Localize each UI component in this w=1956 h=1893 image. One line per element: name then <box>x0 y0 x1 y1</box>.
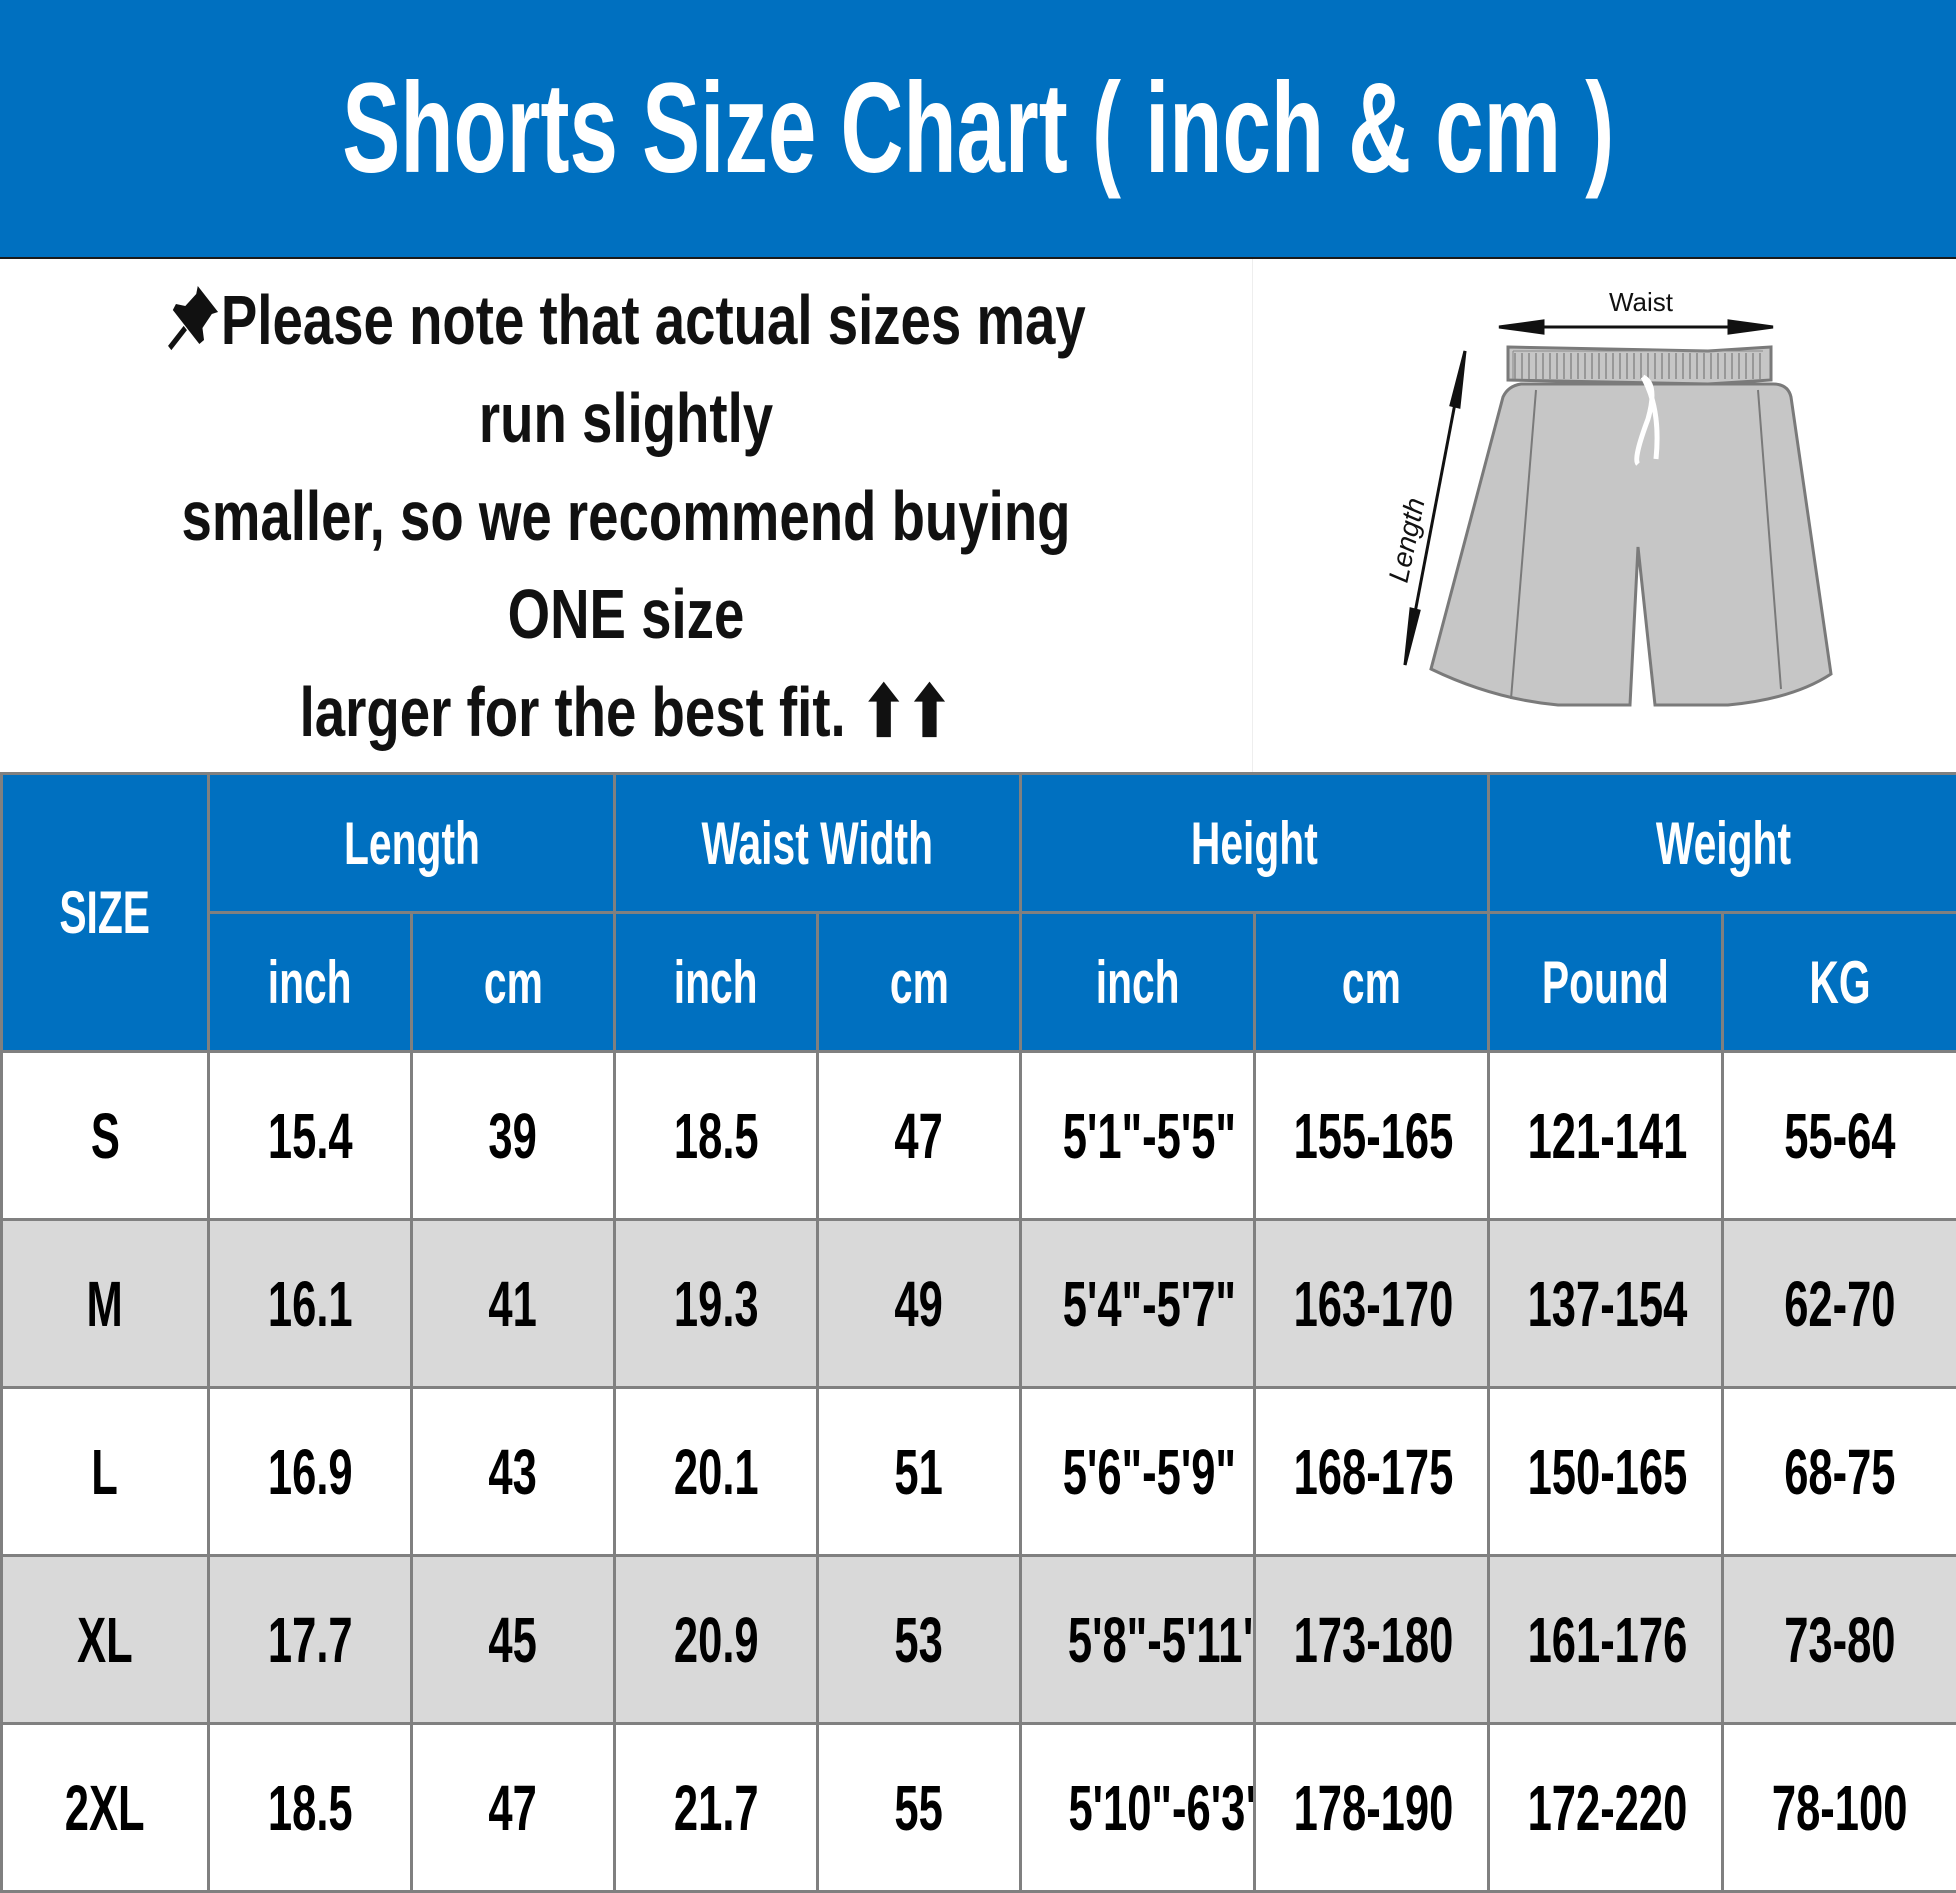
title-banner: Shorts Size Chart ( inch & cm ) <box>0 0 1956 259</box>
page-title: Shorts Size Chart ( inch & cm ) <box>342 55 1614 202</box>
table-cell: 43 <box>412 1388 615 1556</box>
table-cell: 16.1 <box>209 1220 412 1388</box>
table-cell: 5'10"-6'3" <box>1021 1724 1255 1892</box>
subheader-cm: cm <box>818 913 1021 1052</box>
header-size: SIZE <box>2 774 209 1052</box>
subheader-cm: cm <box>412 913 615 1052</box>
table-cell: 178-190 <box>1255 1724 1489 1892</box>
table-cell: 21.7 <box>615 1724 818 1892</box>
subheader-cm: cm <box>1255 913 1489 1052</box>
table-cell: 137-154 <box>1489 1220 1723 1388</box>
table-cell: 47 <box>818 1052 1021 1220</box>
table-cell: 62-70 <box>1723 1220 1956 1388</box>
header-length: Length <box>209 774 615 913</box>
note-line-1: Please note that actual sizes may run sl… <box>138 271 1115 467</box>
subheader-kg: KG <box>1723 913 1956 1052</box>
size-cell: 2XL <box>2 1724 209 1892</box>
table-cell: 5'4"-5'7" <box>1021 1220 1255 1388</box>
size-cell: M <box>2 1220 209 1388</box>
size-cell: S <box>2 1052 209 1220</box>
table-cell: 161-176 <box>1489 1556 1723 1724</box>
subheader-inch: inch <box>209 913 412 1052</box>
table-cell: 20.9 <box>615 1556 818 1724</box>
table-cell: 16.9 <box>209 1388 412 1556</box>
table-cell: 19.3 <box>615 1220 818 1388</box>
waist-label: Waist <box>1609 287 1674 317</box>
shorts-illustration <box>1431 347 1831 705</box>
table-cell: 155-165 <box>1255 1052 1489 1220</box>
table-cell: 49 <box>818 1220 1021 1388</box>
table-cell: 17.7 <box>209 1556 412 1724</box>
pushpin-icon <box>166 282 221 352</box>
table-cell: 5'8"-5'11" <box>1021 1556 1255 1724</box>
table-cell: 68-75 <box>1723 1388 1956 1556</box>
table-cell: 150-165 <box>1489 1388 1723 1556</box>
table-cell: 55-64 <box>1723 1052 1956 1220</box>
table-cell: 55 <box>818 1724 1021 1892</box>
subheader-inch: inch <box>1021 913 1255 1052</box>
header-weight: Weight <box>1489 774 1956 913</box>
table-cell: 78-100 <box>1723 1724 1956 1892</box>
size-table: SIZE Length Waist Width Height Weight in… <box>0 772 1956 1893</box>
note-line-3: larger for the best fit. ⬆⬆ <box>138 663 1115 761</box>
shorts-diagram: Waist Length <box>1253 259 1956 772</box>
header-height: Height <box>1021 774 1489 913</box>
size-note: Please note that actual sizes may run sl… <box>0 259 1252 772</box>
table-cell: 172-220 <box>1489 1724 1723 1892</box>
subheader-pound: Pound <box>1489 913 1723 1052</box>
table-cell: 5'1"-5'5" <box>1021 1052 1255 1220</box>
subheader-inch: inch <box>615 913 818 1052</box>
table-cell: 20.1 <box>615 1388 818 1556</box>
table-cell: 51 <box>818 1388 1021 1556</box>
table-cell: 18.5 <box>615 1052 818 1220</box>
waist-arrow <box>1499 321 1773 333</box>
table-cell: 45 <box>412 1556 615 1724</box>
table-cell: 53 <box>818 1556 1021 1724</box>
table-cell: 5'6"-5'9" <box>1021 1388 1255 1556</box>
table-cell: 41 <box>412 1220 615 1388</box>
table-cell: 47 <box>412 1724 615 1892</box>
size-cell: L <box>2 1388 209 1556</box>
table-cell: 18.5 <box>209 1724 412 1892</box>
size-cell: XL <box>2 1556 209 1724</box>
table-cell: 39 <box>412 1052 615 1220</box>
table-cell: 163-170 <box>1255 1220 1489 1388</box>
table-cell: 15.4 <box>209 1052 412 1220</box>
table-cell: 73-80 <box>1723 1556 1956 1724</box>
table-cell: 173-180 <box>1255 1556 1489 1724</box>
table-cell: 121-141 <box>1489 1052 1723 1220</box>
table-cell: 168-175 <box>1255 1388 1489 1556</box>
note-line-2: smaller, so we recommend buying ONE size <box>138 467 1115 663</box>
header-waist-width: Waist Width <box>615 774 1021 913</box>
